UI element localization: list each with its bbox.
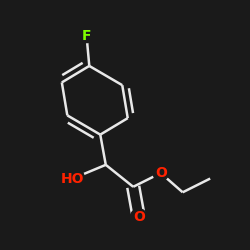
Text: HO: HO bbox=[61, 172, 84, 185]
Text: O: O bbox=[133, 210, 145, 224]
Text: O: O bbox=[155, 166, 167, 180]
Circle shape bbox=[153, 166, 168, 181]
Circle shape bbox=[61, 167, 84, 190]
Circle shape bbox=[80, 29, 94, 42]
Circle shape bbox=[130, 209, 147, 225]
Text: F: F bbox=[82, 29, 91, 43]
